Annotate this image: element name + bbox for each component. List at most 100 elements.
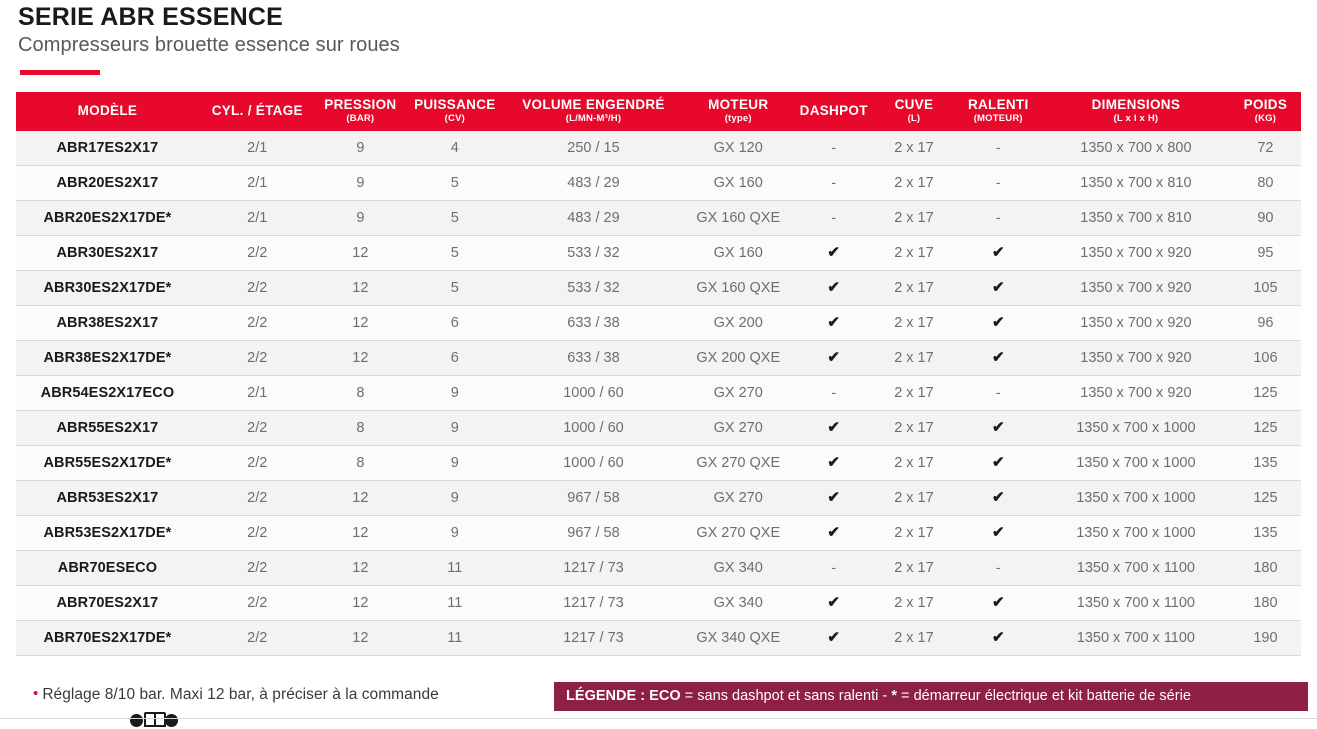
cell-puissance: 5 [405, 235, 505, 271]
dash-icon: - [831, 209, 837, 226]
column-header-unit: (L/MN-M³/H) [565, 112, 622, 124]
cell-puissance: 5 [405, 270, 505, 306]
cell-model: ABR53ES2X17DE* [16, 515, 199, 551]
cell-dimensions: 1350 x 700 x 920 [1041, 235, 1230, 271]
cell-ralenti: ✔ [954, 235, 1042, 271]
cell-poids: 135 [1229, 445, 1301, 481]
page-navigation-icon[interactable] [127, 712, 183, 729]
check-icon: ✔ [827, 418, 840, 436]
next-page-icon[interactable] [165, 714, 178, 727]
cell-model: ABR70ES2X17DE* [16, 620, 199, 656]
cell-cyl-etage: 2/1 [198, 200, 316, 236]
bullet-icon: • [33, 685, 39, 702]
cell-pression: 12 [315, 550, 406, 586]
dash-icon: - [831, 559, 837, 576]
cell-model: ABR54ES2X17ECO [16, 375, 199, 411]
cell-moteur: GX 270 QXE [682, 445, 795, 481]
cell-cyl-etage: 2/2 [198, 480, 316, 516]
cell-pression: 12 [315, 340, 406, 376]
cell-cyl-etage: 2/1 [198, 165, 316, 201]
cell-ralenti: ✔ [954, 410, 1042, 446]
check-icon: ✔ [827, 593, 840, 611]
table-header: MODÈLE CYL. / ÉTAGE PRESSION (BAR) PUISS… [16, 92, 1301, 131]
column-header-ralenti: RALENTI (MOTEUR) [954, 92, 1042, 131]
cell-pression: 12 [315, 480, 406, 516]
column-header-label: DIMENSIONS [1091, 97, 1181, 112]
cell-model: ABR20ES2X17DE* [16, 200, 199, 236]
cell-puissance: 11 [405, 620, 505, 656]
cell-pression: 8 [315, 410, 406, 446]
cell-dashpot: ✔ [794, 410, 874, 446]
cell-moteur: GX 160 [682, 235, 795, 271]
check-icon: ✔ [827, 313, 840, 331]
cell-model: ABR30ES2X17 [16, 235, 199, 271]
cell-volume-engendre: 1000 / 60 [504, 375, 683, 411]
table-row: ABR53ES2X17 2/2 12 9 967 / 58 GX 270 ✔ 2 x 17 ✔ 1… [16, 480, 1301, 516]
check-icon: ✔ [991, 593, 1005, 611]
table-row: ABR70ES2X17 2/2 12 11 1217 / 73 GX 340 ✔ 2 x 17… [16, 585, 1301, 621]
cell-dimensions: 1350 x 700 x 810 [1041, 200, 1230, 236]
column-header-label: VOLUME ENGENDRÉ [522, 97, 665, 112]
header-row: MODÈLE CYL. / ÉTAGE PRESSION (BAR) PUISS… [16, 92, 1301, 131]
column-header-dashpot: DASHPOT [794, 92, 874, 131]
cell-cuve: 2 x 17 [873, 585, 955, 621]
cell-dashpot: - [794, 130, 874, 166]
legend-prefix: LÉGENDE : ECO [566, 688, 681, 704]
bottom-divider [0, 718, 1317, 719]
cell-cuve: 2 x 17 [873, 340, 955, 376]
cell-poids: 95 [1229, 235, 1301, 271]
cell-dashpot: - [794, 550, 874, 586]
check-icon: ✔ [991, 523, 1005, 541]
cell-moteur: GX 270 [682, 375, 795, 411]
cell-poids: 105 [1229, 270, 1301, 306]
footnote-text: Réglage 8/10 bar. Maxi 12 bar, à précise… [42, 686, 439, 703]
cell-volume-engendre: 1217 / 73 [504, 585, 683, 621]
cell-ralenti: - [954, 375, 1042, 411]
cell-model: ABR55ES2X17DE* [16, 445, 199, 481]
cell-dashpot: ✔ [794, 340, 874, 376]
cell-poids: 190 [1229, 620, 1301, 656]
cell-volume-engendre: 1217 / 73 [504, 620, 683, 656]
cell-puissance: 6 [405, 340, 505, 376]
cell-cuve: 2 x 17 [873, 410, 955, 446]
dash-icon: - [831, 139, 837, 156]
check-icon: ✔ [991, 628, 1005, 646]
check-icon: ✔ [991, 453, 1005, 471]
page-title: SERIE ABR ESSENCE [18, 3, 284, 31]
cell-puissance: 11 [405, 550, 505, 586]
column-header-puissance: PUISSANCE (CV) [405, 92, 505, 131]
cell-cuve: 2 x 17 [873, 620, 955, 656]
cell-dashpot: ✔ [794, 480, 874, 516]
cell-pression: 12 [315, 515, 406, 551]
cell-ralenti: ✔ [954, 270, 1042, 306]
cell-volume-engendre: 1000 / 60 [504, 445, 683, 481]
column-header-unit: (L x l x H) [1113, 112, 1159, 124]
cell-volume-engendre: 967 / 58 [504, 515, 683, 551]
cell-cuve: 2 x 17 [873, 375, 955, 411]
spec-table-wrapper: MODÈLE CYL. / ÉTAGE PRESSION (BAR) PUISS… [16, 92, 1301, 656]
cell-cuve: 2 x 17 [873, 515, 955, 551]
cell-cuve: 2 x 17 [873, 550, 955, 586]
cell-puissance: 9 [405, 445, 505, 481]
column-header-unit: (BAR) [346, 112, 375, 124]
cell-ralenti: ✔ [954, 515, 1042, 551]
cell-model: ABR20ES2X17 [16, 165, 199, 201]
cell-dashpot: ✔ [794, 445, 874, 481]
table-row: ABR54ES2X17ECO 2/1 8 9 1000 / 60 GX 270 - 2 x 1… [16, 375, 1301, 411]
column-header-modele: MODÈLE [16, 92, 199, 131]
cell-dimensions: 1350 x 700 x 1100 [1041, 550, 1230, 586]
column-header-poids: POIDS (KG) [1229, 92, 1301, 131]
prev-page-icon[interactable] [130, 714, 143, 727]
column-header-dimensions: DIMENSIONS (L x l x H) [1041, 92, 1230, 131]
cell-volume-engendre: 633 / 38 [504, 340, 683, 376]
cell-dimensions: 1350 x 700 x 920 [1041, 305, 1230, 341]
cell-cyl-etage: 2/2 [198, 550, 316, 586]
cell-cuve: 2 x 17 [873, 270, 955, 306]
cell-poids: 180 [1229, 585, 1301, 621]
table-row: ABR20ES2X17DE* 2/1 9 5 483 / 29 GX 160 QXE - 2 … [16, 200, 1301, 236]
legend-banner: LÉGENDE : ECO = sans dashpot et sans ral… [554, 682, 1308, 711]
accent-rule [20, 70, 100, 76]
cell-model: ABR70ES2X17 [16, 585, 199, 621]
cell-moteur: GX 200 QXE [682, 340, 795, 376]
